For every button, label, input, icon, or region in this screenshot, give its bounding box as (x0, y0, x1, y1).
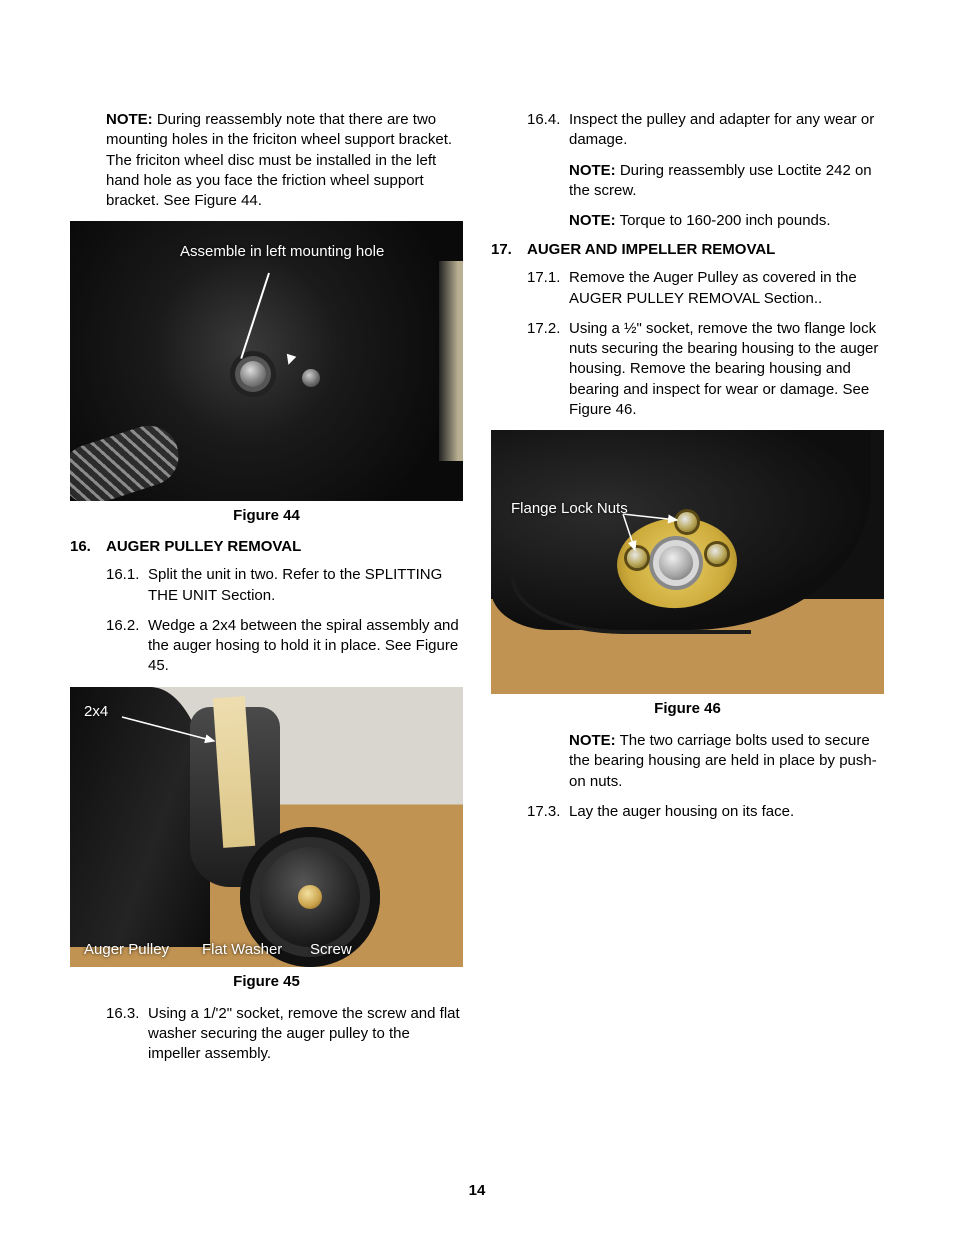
figure-44-caption: Figure 44 (70, 507, 463, 524)
step-17-3: 17.3. Lay the auger housing on its face. (527, 802, 884, 822)
note-label: NOTE: (569, 732, 616, 749)
figure-44: Assemble in left mounting hole (70, 221, 463, 501)
fig44-edge (439, 261, 463, 461)
fig45-hub (298, 885, 322, 909)
note-text: The two carriage bolts used to secure th… (569, 732, 877, 790)
note-label: NOTE: (569, 162, 616, 179)
step-16-4: 16.4. Inspect the pulley and adapter for… (527, 110, 884, 151)
step-body: Lay the auger housing on its face. (569, 802, 884, 822)
step-body: Split the unit in two. Refer to the SPLI… (148, 565, 463, 606)
note-label: NOTE: (106, 111, 153, 128)
section-16-heading: 16. AUGER PULLEY REMOVAL (70, 538, 463, 555)
step-body: Wedge a 2x4 between the spiral assembly … (148, 616, 463, 677)
note-reassembly-friction: NOTE: During reassembly note that there … (106, 110, 463, 211)
step-num: 16.3. (106, 1004, 148, 1065)
section-17-heading: 17. AUGER AND IMPELLER REMOVAL (491, 241, 884, 258)
page-content: NOTE: During reassembly note that there … (0, 0, 954, 1114)
step-num: 16.4. (527, 110, 569, 151)
figure-46: Flange Lock Nuts (491, 430, 884, 694)
note-label: NOTE: (569, 212, 616, 229)
note-torque: NOTE: Torque to 160-200 inch pounds. (569, 211, 884, 231)
step-body: Inspect the pulley and adapter for any w… (569, 110, 884, 151)
step-num: 17.1. (527, 268, 569, 309)
fig46-arrows (491, 430, 791, 580)
section-17-number: 17. (491, 241, 527, 258)
note-loctite: NOTE: During reassembly use Loctite 242 … (569, 161, 884, 202)
step-16-1: 16.1. Split the unit in two. Refer to th… (106, 565, 463, 606)
figure-45: 2x4 Auger Pulley Flat Washer Screw (70, 687, 463, 967)
step-body: Using a ½" socket, remove the two flange… (569, 319, 884, 420)
step-body: Remove the Auger Pulley as covered in th… (569, 268, 884, 309)
step-num: 16.2. (106, 616, 148, 677)
section-16-title: AUGER PULLEY REMOVAL (106, 538, 301, 555)
step-body: Using a 1/'2" socket, remove the screw a… (148, 1004, 463, 1065)
step-17-1: 17.1. Remove the Auger Pulley as covered… (527, 268, 884, 309)
step-num: 16.1. (106, 565, 148, 606)
note-text: Torque to 160-200 inch pounds. (616, 212, 831, 229)
left-column: NOTE: During reassembly note that there … (70, 110, 463, 1074)
section-17-title: AUGER AND IMPELLER REMOVAL (527, 241, 775, 258)
figure-45-caption: Figure 45 (70, 973, 463, 990)
step-num: 17.3. (527, 802, 569, 822)
step-16-2: 16.2. Wedge a 2x4 between the spiral ass… (106, 616, 463, 677)
page-number: 14 (0, 1182, 954, 1199)
step-17-2: 17.2. Using a ½" socket, remove the two … (527, 319, 884, 420)
note-carriage-bolts: NOTE: The two carriage bolts used to sec… (569, 731, 884, 792)
figure-46-caption: Figure 46 (491, 700, 884, 717)
step-16-3: 16.3. Using a 1/'2" socket, remove the s… (106, 1004, 463, 1065)
step-num: 17.2. (527, 319, 569, 420)
note-text: During reassembly note that there are tw… (106, 111, 452, 209)
fig45-arrows (70, 687, 370, 837)
right-column: 16.4. Inspect the pulley and adapter for… (491, 110, 884, 1074)
section-16-number: 16. (70, 538, 106, 555)
